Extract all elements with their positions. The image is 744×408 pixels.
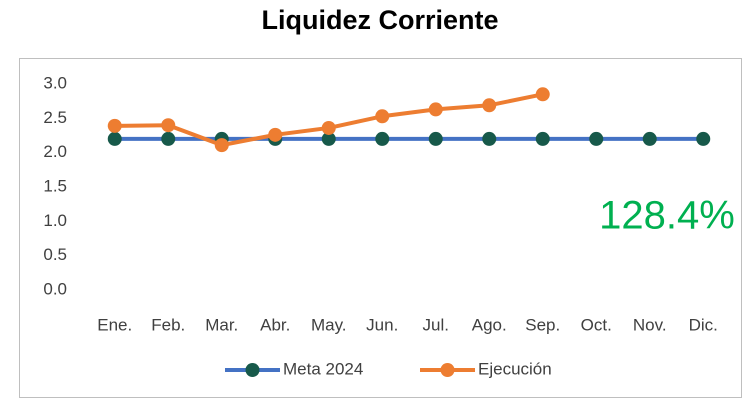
x-tick-label: Ago. <box>472 315 507 334</box>
y-tick-label: 3.0 <box>43 73 67 92</box>
x-tick-label: Ene. <box>97 315 132 334</box>
legend-marker <box>440 363 455 377</box>
x-tick-label: Jun. <box>366 315 398 334</box>
x-tick-label: Jul. <box>423 315 449 334</box>
data-point <box>428 102 443 117</box>
x-tick-label: Abr. <box>260 315 290 334</box>
data-point <box>161 118 176 133</box>
data-point <box>161 131 176 146</box>
y-tick-label: 2.0 <box>43 142 67 161</box>
legend-label: Ejecución <box>478 359 552 378</box>
data-point <box>375 131 390 146</box>
y-tick-label: 2.5 <box>43 108 67 127</box>
data-point <box>107 118 122 133</box>
y-tick-label: 1.0 <box>43 211 67 230</box>
data-point <box>482 131 497 146</box>
x-tick-label: Feb. <box>151 315 185 334</box>
data-point <box>321 120 336 135</box>
data-point <box>107 131 122 146</box>
x-tick-label: Mar. <box>205 315 238 334</box>
data-point <box>321 131 336 146</box>
data-point <box>428 131 443 146</box>
legend-label: Meta 2024 <box>283 359 363 378</box>
data-point <box>696 131 711 146</box>
x-tick-label: Oct. <box>581 315 612 334</box>
x-tick-label: Nov. <box>633 315 667 334</box>
data-point <box>535 87 550 102</box>
data-point <box>589 131 604 146</box>
data-point <box>268 127 283 142</box>
annotation: 128.4% <box>599 194 735 238</box>
y-tick-label: 0.0 <box>43 279 67 298</box>
y-tick-label: 0.5 <box>43 245 67 264</box>
x-tick-label: Sep. <box>525 315 560 334</box>
data-point <box>482 98 497 113</box>
data-point <box>375 109 390 124</box>
legend-marker <box>245 363 260 377</box>
data-point <box>535 131 550 146</box>
chart-title: Liquidez Corriente <box>261 5 498 35</box>
y-tick-label: 1.5 <box>43 176 67 195</box>
data-point <box>214 138 229 153</box>
data-point <box>642 131 657 146</box>
x-tick-label: May. <box>311 315 347 334</box>
x-tick-label: Dic. <box>689 315 718 334</box>
